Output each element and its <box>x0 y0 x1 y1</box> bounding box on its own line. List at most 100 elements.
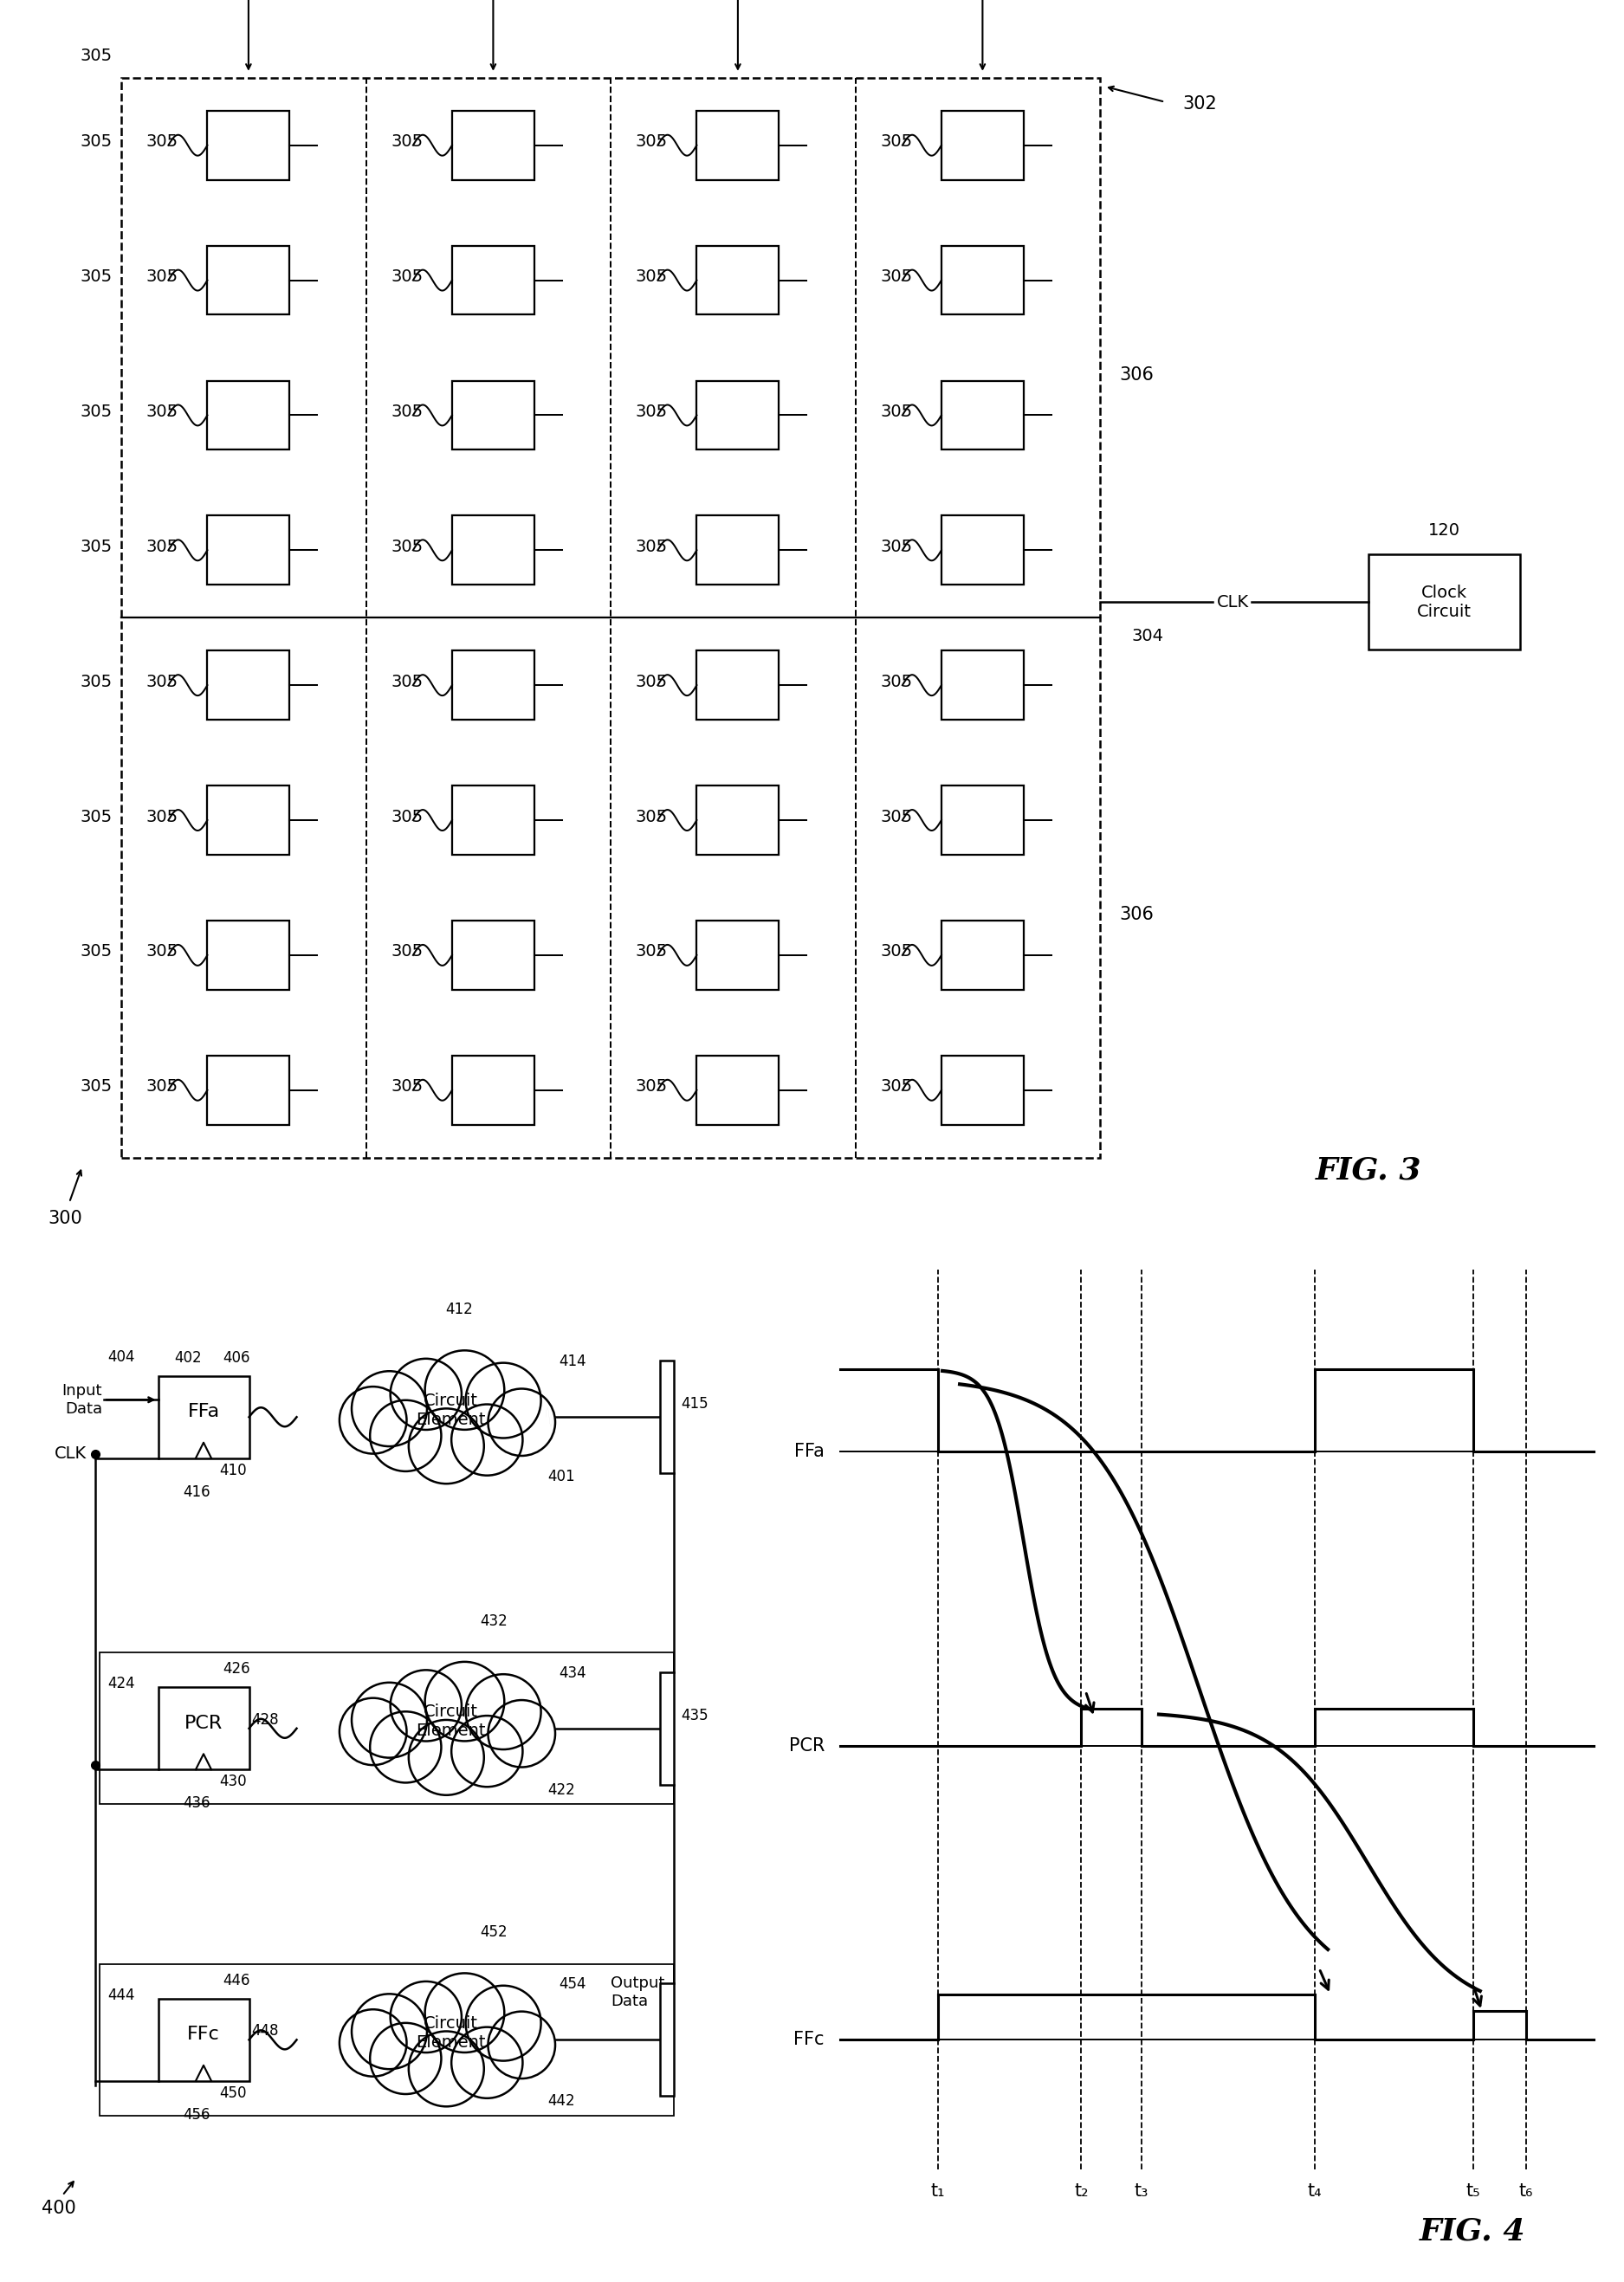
Text: 305: 305 <box>391 942 424 961</box>
Circle shape <box>451 1716 523 1787</box>
Bar <box>451 785 534 856</box>
Text: 448: 448 <box>252 2024 278 2038</box>
Text: 412: 412 <box>445 1303 473 1317</box>
Circle shape <box>409 2031 484 2106</box>
Text: 446: 446 <box>222 1972 250 1988</box>
Text: 305: 305 <box>391 539 424 555</box>
Bar <box>942 112 1023 180</box>
Bar <box>208 516 289 584</box>
Text: PCR: PCR <box>185 1714 222 1732</box>
Text: 305: 305 <box>635 135 667 151</box>
Text: 305: 305 <box>635 404 667 420</box>
Text: Output
Data: Output Data <box>611 1976 664 2008</box>
Text: 456: 456 <box>184 2106 209 2122</box>
Text: 300: 300 <box>47 1209 83 1228</box>
Text: 305: 305 <box>880 404 913 420</box>
Bar <box>942 516 1023 584</box>
Text: Circuit
Element: Circuit Element <box>416 1705 486 1739</box>
Bar <box>942 381 1023 450</box>
Text: Clock
Circuit: Clock Circuit <box>1418 584 1471 621</box>
Text: 305: 305 <box>81 1079 112 1095</box>
Text: 305: 305 <box>391 269 424 285</box>
Text: FFa: FFa <box>187 1403 219 1419</box>
Text: 305: 305 <box>81 539 112 555</box>
Text: 305: 305 <box>391 808 424 824</box>
Bar <box>451 112 534 180</box>
Text: 305: 305 <box>391 135 424 151</box>
Circle shape <box>339 2010 406 2077</box>
Bar <box>451 1057 534 1125</box>
Text: 430: 430 <box>219 1773 247 1789</box>
Bar <box>697 650 780 719</box>
Text: 432: 432 <box>481 1613 507 1629</box>
Text: 434: 434 <box>559 1666 586 1682</box>
Text: 305: 305 <box>81 404 112 420</box>
Circle shape <box>409 1721 484 1796</box>
Text: 302: 302 <box>1182 96 1216 112</box>
Bar <box>1369 555 1520 650</box>
Text: Circuit
Element: Circuit Element <box>416 1392 486 1429</box>
Text: 305: 305 <box>880 673 913 689</box>
Bar <box>158 1376 248 1458</box>
Text: 454: 454 <box>559 1976 586 1992</box>
Circle shape <box>352 1371 427 1447</box>
Circle shape <box>466 1675 541 1750</box>
Text: 305: 305 <box>391 404 424 420</box>
Text: 424: 424 <box>107 1675 135 1691</box>
Text: 305: 305 <box>81 673 112 689</box>
Text: FIG. 3: FIG. 3 <box>1315 1155 1421 1184</box>
Bar <box>208 381 289 450</box>
Text: 304: 304 <box>1132 628 1164 644</box>
Bar <box>697 1057 780 1125</box>
Bar <box>99 1965 674 2115</box>
Text: 305: 305 <box>880 808 913 824</box>
Text: 305: 305 <box>146 135 179 151</box>
Text: 305: 305 <box>391 673 424 689</box>
Text: 306: 306 <box>1119 906 1153 924</box>
Bar <box>942 785 1023 856</box>
Circle shape <box>489 2010 555 2079</box>
Text: 400: 400 <box>42 2200 76 2218</box>
Text: Input
Data: Input Data <box>62 1383 102 1417</box>
Circle shape <box>466 1985 541 2061</box>
Circle shape <box>489 1700 555 1766</box>
Text: 305: 305 <box>146 673 179 689</box>
Circle shape <box>451 2026 523 2097</box>
Circle shape <box>339 1698 406 1764</box>
Circle shape <box>339 1387 406 1454</box>
Text: 435: 435 <box>680 1707 708 1723</box>
Bar <box>208 1057 289 1125</box>
Text: 305: 305 <box>146 269 179 285</box>
Text: t₅: t₅ <box>1466 2182 1481 2200</box>
Text: 426: 426 <box>222 1661 250 1677</box>
Text: 452: 452 <box>481 1924 507 1940</box>
Bar <box>158 1686 248 1769</box>
Text: FFa: FFa <box>794 1442 825 1460</box>
Bar <box>208 650 289 719</box>
Text: 422: 422 <box>547 1782 575 1798</box>
Circle shape <box>425 1974 505 2052</box>
Bar <box>208 920 289 990</box>
Text: 305: 305 <box>146 942 179 961</box>
Bar <box>208 246 289 315</box>
Text: 305: 305 <box>635 269 667 285</box>
Text: 120: 120 <box>1427 523 1460 539</box>
Bar <box>659 1983 674 2097</box>
Text: 402: 402 <box>174 1351 201 1365</box>
Bar <box>451 381 534 450</box>
Circle shape <box>370 2022 442 2095</box>
Bar <box>122 78 1099 1157</box>
Bar <box>942 246 1023 315</box>
Text: 305: 305 <box>880 539 913 555</box>
Bar <box>451 650 534 719</box>
Text: t₄: t₄ <box>1307 2182 1322 2200</box>
Bar <box>99 1652 674 1805</box>
Circle shape <box>390 1981 461 2052</box>
Text: 450: 450 <box>219 2086 247 2102</box>
Text: 305: 305 <box>391 1079 424 1095</box>
Text: 406: 406 <box>222 1351 250 1365</box>
Bar <box>659 1360 674 1474</box>
Text: CLK: CLK <box>55 1445 86 1463</box>
Bar <box>659 1673 674 1785</box>
Bar <box>451 516 534 584</box>
